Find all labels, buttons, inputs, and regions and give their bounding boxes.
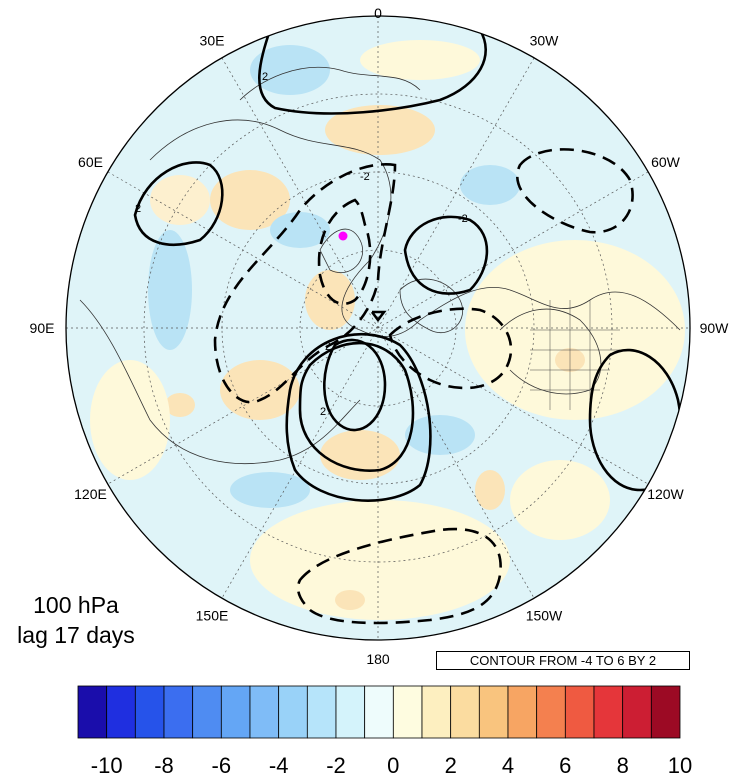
colorbar-swatch (249, 685, 280, 739)
lon-label: 120E (74, 486, 107, 502)
colorbar-swatch (77, 685, 108, 739)
colorbar-swatch (421, 685, 452, 739)
graticule (66, 16, 690, 640)
colorbar-tick-label: 0 (387, 753, 399, 778)
contour-value-label: 2 (325, 341, 331, 353)
coastlines (79, 66, 681, 465)
colorbar-tick-labels: -10 -8 -6 -4 -2 0 2 4 6 8 10 (91, 753, 692, 778)
colorbar-swatch (450, 685, 480, 739)
contour-value-label: 2 (135, 203, 141, 215)
colorbar-swatch (335, 685, 366, 739)
colorbar-swatch (306, 685, 337, 739)
colorbar-swatch (192, 685, 222, 739)
longitude-labels: 0 30W 60W 90W 120W 150W 180 150E 120E 90E 60E 30E (30, 5, 730, 667)
colorbar-swatch (364, 685, 394, 739)
lon-label: 150E (196, 608, 229, 624)
colorbar-tick-label: 2 (445, 753, 457, 778)
map-disc: 2 2 -2 2 2 -2 (66, 16, 690, 640)
lon-label: 180 (366, 651, 390, 667)
colorbar-tick-label: -4 (269, 753, 289, 778)
lon-label: 120W (647, 486, 684, 502)
colorbar-tick-label: 4 (502, 753, 514, 778)
contour-lines (133, 29, 683, 502)
dashed-contours (213, 148, 634, 625)
colorbar-swatch (392, 685, 423, 739)
contour-labels: 2 2 -2 2 2 -2 (135, 71, 468, 418)
contour-value-label: 2 (262, 71, 268, 83)
lag-label: lag 17 days (17, 622, 135, 648)
lon-label: 60E (78, 154, 103, 170)
contour-value-label: 2 (320, 406, 326, 418)
map-border (65, 15, 691, 641)
lon-label: 30E (200, 33, 225, 49)
colorbar-swatch (478, 685, 509, 739)
colorbar-swatch (536, 685, 566, 739)
contour-value-label: -2 (458, 213, 468, 225)
colorbar-swatch (622, 685, 652, 739)
level-label: 100 hPa (33, 592, 119, 618)
colorbar-tick-label: 10 (668, 753, 692, 778)
lon-label: 150W (526, 608, 563, 624)
colorbar-swatch (106, 685, 136, 739)
colorbar-tick-label: -6 (212, 753, 232, 778)
state-boundaries (530, 300, 620, 410)
colorbar-tick-label: 6 (559, 753, 571, 778)
lon-label: 90W (700, 320, 730, 336)
colorbar-swatch (564, 685, 595, 739)
contour-value-label: -2 (360, 171, 370, 183)
contour-info-box: CONTOUR FROM -4 TO 6 BY 2 (436, 651, 690, 670)
lon-label: 60W (651, 154, 681, 170)
colorbar-tick-label: 8 (617, 753, 629, 778)
lon-label: 90E (30, 320, 55, 336)
colorbar-swatch (134, 685, 165, 739)
lon-label: 0 (374, 5, 382, 21)
colorbar-swatch (593, 685, 624, 739)
colorbar (77, 685, 681, 739)
colorbar-tick-label: -8 (154, 753, 174, 778)
colorbar-tick-label: -2 (326, 753, 346, 778)
colorbar-swatch (278, 685, 308, 739)
lon-label: 30W (530, 33, 560, 49)
colorbar-swatch (163, 685, 194, 739)
colorbar-swatch (507, 685, 538, 739)
colorbar-swatch (650, 685, 681, 739)
station-marker (338, 231, 348, 241)
colorbar-tick-label: -10 (91, 753, 123, 778)
colorbar-swatch (220, 685, 251, 739)
